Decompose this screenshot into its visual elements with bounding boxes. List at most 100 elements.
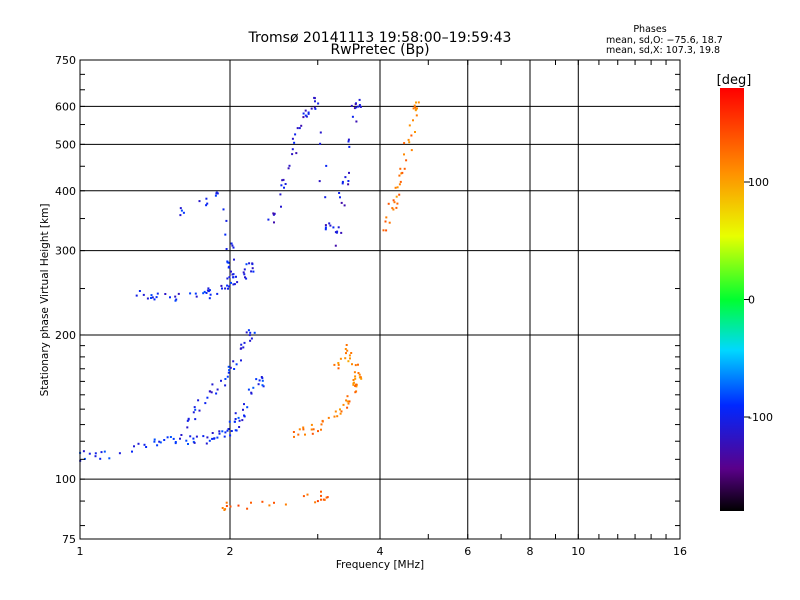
colorbar	[720, 88, 744, 511]
data-point	[346, 395, 349, 398]
data-point	[226, 277, 229, 280]
data-point	[300, 124, 303, 127]
data-point	[412, 119, 414, 122]
data-point	[345, 399, 348, 402]
data-point	[324, 228, 327, 231]
colorbar-tick-label: 0	[748, 294, 755, 307]
data-point	[237, 504, 240, 507]
data-point	[324, 224, 327, 227]
data-point	[227, 261, 230, 264]
data-point	[352, 379, 355, 381]
data-point	[399, 167, 402, 170]
data-point	[252, 386, 255, 389]
data-point	[243, 403, 245, 406]
data-point	[398, 193, 401, 196]
colorbar-tick-label: -100	[748, 411, 773, 424]
data-point	[385, 229, 388, 232]
data-point	[169, 296, 171, 299]
data-point	[346, 349, 349, 352]
data-point	[223, 509, 226, 511]
data-point	[218, 430, 221, 433]
data-point	[410, 134, 413, 137]
data-point	[395, 195, 398, 198]
data-point	[229, 434, 232, 437]
data-point	[250, 392, 253, 395]
data-point	[344, 348, 347, 350]
data-point	[248, 262, 251, 265]
data-point	[221, 507, 224, 509]
data-point	[218, 432, 221, 435]
data-point	[211, 383, 214, 386]
x-ticks: 1 2 4 6 8 10 16	[77, 60, 687, 558]
data-points	[79, 96, 420, 511]
data-point	[393, 201, 396, 204]
data-point	[407, 138, 410, 141]
colorbar-label: [deg]	[717, 73, 752, 88]
data-point	[415, 108, 418, 111]
y-tick-label: 400	[55, 185, 76, 198]
data-point	[142, 293, 145, 296]
data-point	[215, 192, 218, 195]
data-point	[359, 376, 362, 379]
y-tick-label: 300	[55, 245, 76, 258]
data-point	[230, 270, 232, 273]
x-tick-label: 6	[464, 545, 471, 558]
data-point	[360, 377, 363, 380]
data-point	[305, 115, 308, 118]
data-point	[324, 196, 327, 199]
data-point	[268, 504, 271, 507]
data-point	[210, 391, 213, 394]
data-point	[216, 436, 219, 439]
data-point	[137, 442, 140, 445]
data-point	[202, 292, 205, 295]
data-point	[194, 292, 197, 295]
data-point	[230, 281, 232, 284]
data-point	[238, 419, 241, 422]
data-point	[234, 412, 237, 415]
data-point	[347, 360, 350, 363]
data-point	[320, 490, 322, 493]
data-point	[391, 207, 394, 210]
data-point	[392, 208, 395, 211]
data-point	[304, 109, 307, 112]
data-point	[192, 437, 195, 440]
data-point	[224, 431, 227, 434]
data-point	[396, 186, 399, 189]
colorbar-tick-label: 100	[748, 176, 769, 189]
data-point	[250, 337, 253, 340]
data-point	[225, 248, 228, 250]
data-point	[302, 112, 305, 115]
data-point	[233, 420, 236, 423]
data-point	[234, 429, 237, 432]
data-point	[189, 292, 192, 295]
data-point	[243, 341, 246, 344]
data-point	[215, 392, 218, 395]
data-point	[297, 433, 300, 436]
data-point	[247, 329, 250, 332]
data-point	[415, 101, 417, 104]
data-point	[174, 442, 177, 445]
data-point	[358, 373, 361, 376]
data-point	[337, 367, 340, 370]
data-point	[298, 127, 301, 130]
data-point	[131, 450, 133, 453]
data-point	[337, 362, 340, 364]
data-point	[349, 357, 351, 360]
data-point	[94, 455, 97, 458]
data-point	[228, 285, 231, 288]
data-point	[336, 230, 339, 233]
data-point	[311, 432, 314, 435]
data-point	[153, 298, 156, 301]
data-point	[257, 383, 260, 386]
data-point	[174, 441, 177, 443]
data-point	[242, 271, 245, 274]
data-point	[345, 352, 347, 355]
data-point	[172, 437, 175, 440]
data-point	[321, 419, 324, 422]
grid-lines	[80, 60, 680, 539]
data-point	[395, 206, 398, 209]
data-point	[258, 379, 261, 382]
data-point	[246, 406, 249, 409]
data-point	[249, 331, 252, 334]
